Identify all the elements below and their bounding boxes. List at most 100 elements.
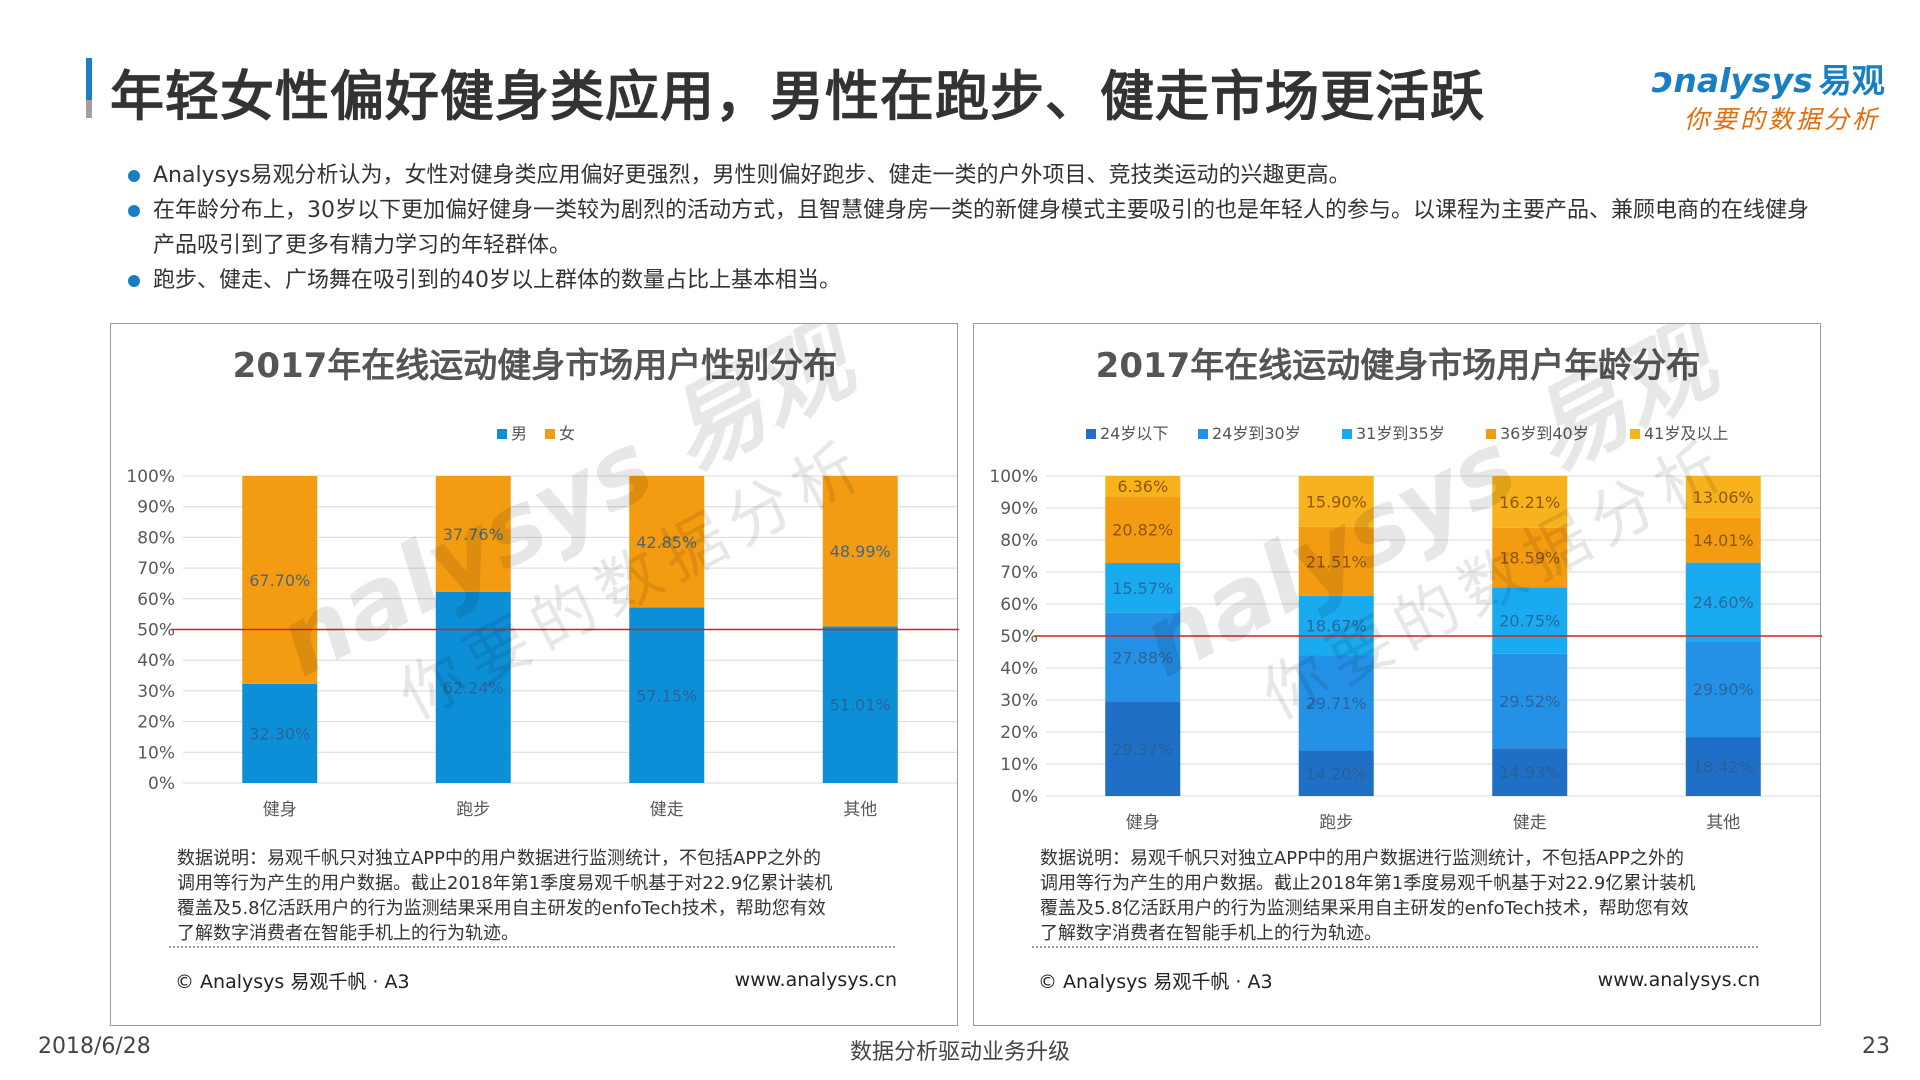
data-label: 27.88% — [1112, 648, 1173, 667]
bar-segment — [242, 683, 318, 783]
data-label: 18.42% — [1693, 758, 1754, 777]
data-label: 48.99% — [830, 542, 891, 561]
y-tick-label: 70% — [1000, 563, 1038, 583]
data-label: 15.57% — [1112, 579, 1173, 598]
analysys-logo: ↄnalysys 易观 你要的数据分析 — [1652, 54, 1892, 134]
x-tick-label: 跑步 — [456, 800, 490, 820]
y-tick-label: 0% — [148, 774, 175, 794]
bar-segment — [1298, 595, 1374, 656]
bar-segment — [629, 476, 705, 608]
bar-segment — [1685, 562, 1761, 642]
bar-segment — [1492, 587, 1568, 654]
bar-segment — [1105, 476, 1181, 497]
legend-swatch — [1198, 429, 1208, 439]
website-text: www.analysys.cn — [735, 969, 897, 991]
bar-segment — [1105, 612, 1181, 703]
y-tick-label: 90% — [1000, 499, 1038, 519]
legend-swatch — [1342, 429, 1352, 439]
chart-title: 2017年在线运动健身市场用户年龄分布 — [1096, 346, 1701, 386]
y-tick-label: 60% — [1000, 595, 1038, 615]
data-note-line: 覆盖及5.8亿活跃用户的行为监测结果采用自主研发的enfoTech技术，帮助您有… — [177, 898, 826, 919]
bullet-item: 跑步、健走、广场舞在吸引到的40岁以上群体的数量占比上基本相当。 — [128, 263, 1828, 298]
data-label: 32.30% — [249, 724, 310, 743]
y-tick-label: 100% — [989, 467, 1038, 487]
legend-label: 36岁到40岁 — [1500, 424, 1589, 443]
y-tick-label: 100% — [126, 467, 175, 487]
data-label: 29.71% — [1306, 694, 1367, 713]
legend-label: 41岁及以上 — [1644, 424, 1728, 443]
data-label: 20.82% — [1112, 521, 1173, 540]
bar-segment — [435, 476, 511, 592]
bar-segment — [1492, 527, 1568, 588]
legend-label: 24岁以下 — [1100, 424, 1168, 443]
legend-swatch — [1486, 429, 1496, 439]
data-label: 29.37% — [1112, 740, 1173, 759]
x-tick-label: 健身 — [1126, 813, 1160, 833]
y-tick-label: 80% — [137, 528, 175, 548]
data-label: 62.24% — [443, 678, 504, 697]
legend-label: 31岁到35岁 — [1356, 424, 1445, 443]
data-label: 15.90% — [1306, 492, 1367, 511]
data-note-line: 调用等行为产生的用户数据。截止2018年第1季度易观千帆基于对22.9亿累计装机 — [177, 873, 832, 894]
y-tick-label: 10% — [1000, 755, 1038, 775]
age-chart-panel: 2017年在线运动健身市场用户年龄分布 24岁以下 24岁到30岁 31岁到35岁 36… — [973, 323, 1822, 1026]
logo-brand: ↄnalysys 易观 — [1652, 60, 1885, 101]
title-accent-bar-gray — [86, 100, 92, 118]
x-tick-label: 其他 — [1706, 813, 1740, 833]
data-label: 29.90% — [1693, 680, 1754, 699]
legend-swatch — [545, 429, 555, 439]
x-tick-label: 其他 — [843, 800, 877, 820]
x-tick-label: 健走 — [1513, 813, 1547, 833]
bar-segment — [1685, 737, 1761, 796]
y-tick-label: 10% — [137, 743, 175, 763]
bar-segment — [1685, 476, 1761, 518]
data-note-line: 了解数字消费者在智能手机上的行为轨迹。 — [1040, 923, 1382, 944]
footer-date: 2018/6/28 — [38, 1034, 151, 1059]
y-tick-label: 40% — [1000, 659, 1038, 679]
data-label: 57.15% — [636, 686, 697, 705]
legend-label: 男 — [511, 424, 527, 443]
data-label: 67.70% — [249, 571, 310, 590]
y-tick-label: 20% — [137, 713, 175, 733]
title-accent-bar — [86, 58, 92, 116]
bar-segment — [822, 476, 898, 627]
data-label: 18.59% — [1499, 549, 1560, 568]
data-note-line: 数据说明：易观千帆只对独立APP中的用户数据进行监测统计，不包括APP之外的 — [1040, 848, 1684, 869]
bar-segment — [1298, 750, 1374, 796]
data-label: 51.01% — [830, 696, 891, 715]
legend-swatch — [497, 429, 507, 439]
data-label: 14.01% — [1693, 531, 1754, 550]
y-tick-label: 80% — [1000, 531, 1038, 551]
data-note-line: 了解数字消费者在智能手机上的行为轨迹。 — [177, 923, 519, 944]
bar-segment — [1492, 748, 1568, 796]
x-tick-label: 跑步 — [1319, 813, 1353, 833]
y-tick-label: 90% — [137, 498, 175, 518]
legend-swatch — [1086, 429, 1096, 439]
data-label: 14.20% — [1306, 764, 1367, 783]
y-tick-label: 60% — [137, 590, 175, 610]
bar-segment — [1685, 641, 1761, 738]
data-label: 16.21% — [1499, 493, 1560, 512]
bullet-item: 在年龄分布上，30岁以下更加偏好健身一类较为剧烈的活动方式，且智慧健身房一类的新… — [128, 193, 1828, 263]
copyright-text: © Analysys 易观千帆 · A3 — [1038, 971, 1273, 993]
y-tick-label: 50% — [1000, 627, 1038, 647]
bar-segment — [1298, 655, 1374, 751]
y-tick-label: 0% — [1011, 787, 1038, 807]
y-tick-label: 70% — [137, 559, 175, 579]
bar-segment — [1298, 476, 1374, 527]
bar-segment — [1105, 702, 1181, 796]
logo-brand-cn: 易观 — [1818, 61, 1885, 100]
y-tick-label: 40% — [137, 651, 175, 671]
y-tick-label: 30% — [137, 682, 175, 702]
data-label: 18.67% — [1306, 617, 1367, 636]
data-label: 14.93% — [1499, 763, 1560, 782]
gender-chart-panel: 2017年在线运动健身市场用户性别分布男 女 0% 10% 20% 30% 40% 50% 60… — [110, 323, 959, 1026]
bar-segment — [1298, 526, 1374, 596]
legend-label: 24岁到30岁 — [1212, 424, 1301, 443]
logo-brand-en: nalysys — [1673, 61, 1813, 100]
bar-segment — [435, 591, 511, 783]
bar-segment — [1685, 517, 1761, 563]
page-title: 年轻女性偏好健身类应用，男性在跑步、健走市场更活跃 — [110, 65, 1485, 128]
bar-segment — [1105, 496, 1181, 563]
